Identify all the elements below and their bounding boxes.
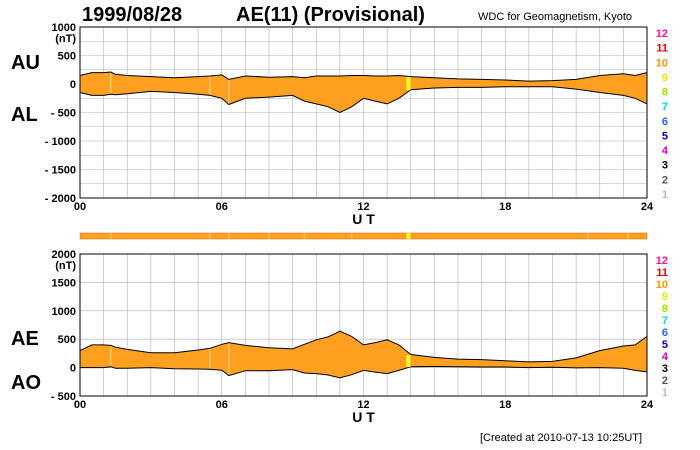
station-count-label: 4 xyxy=(662,351,669,363)
station-count-label: 11 xyxy=(656,267,668,279)
y-tick-label: 0 xyxy=(70,79,76,91)
x-tick-label: 18 xyxy=(499,399,511,411)
station-count-label: 8 xyxy=(662,87,668,99)
date-label: 1999/08/28 xyxy=(82,4,183,26)
station-count-label: 6 xyxy=(662,116,668,128)
y-tick-label: 1000 xyxy=(52,306,76,318)
x-tick-label: 06 xyxy=(216,399,228,411)
plot-frame xyxy=(79,253,648,397)
station-count-label: 8 xyxy=(662,303,668,315)
x-tick-label: 24 xyxy=(641,399,654,411)
y-tick-label: - 1500 xyxy=(45,165,76,177)
series-line-ao xyxy=(80,365,648,379)
station-count-label: 10 xyxy=(656,57,668,69)
y-tick-label: - 1000 xyxy=(45,136,76,148)
activity-color-bar xyxy=(79,232,648,240)
station-count-label: 7 xyxy=(662,315,668,327)
station-count-label: 1 xyxy=(662,387,668,399)
x-tick-label: 00 xyxy=(74,201,86,213)
station-count-label: 9 xyxy=(662,72,668,84)
station-count-label: 9 xyxy=(662,291,668,303)
station-count-label: 5 xyxy=(662,339,668,351)
au-label: AU xyxy=(11,52,40,74)
station-count-label: 11 xyxy=(656,43,668,55)
y-tick-label: - 500 xyxy=(51,108,76,120)
station-count-label: 7 xyxy=(662,101,668,113)
x-axis-label: U T xyxy=(352,211,375,227)
envelope-fill xyxy=(80,72,647,113)
station-count-label: 2 xyxy=(662,375,668,387)
station-count-label: 12 xyxy=(656,255,668,267)
y-tick-label: - 2000 xyxy=(45,193,76,205)
plot-frame xyxy=(79,26,648,199)
x-axis-label: U T xyxy=(352,409,375,425)
ae-label: AE xyxy=(11,328,39,350)
station-count-label: 2 xyxy=(662,174,668,186)
station-count-label: 4 xyxy=(662,145,669,157)
y-tick-label: 500 xyxy=(58,51,76,63)
station-count-label: 3 xyxy=(662,363,668,375)
y-tick-label: 2000 xyxy=(52,249,76,261)
y-tick-label: 1500 xyxy=(52,277,76,289)
x-tick-label: 00 xyxy=(74,399,86,411)
series-line-ae xyxy=(79,330,648,363)
y-tick-label: - 500 xyxy=(51,391,76,403)
x-tick-label: 06 xyxy=(216,201,228,213)
station-count-label: 3 xyxy=(662,160,668,172)
y-unit-label: (nT) xyxy=(55,33,76,45)
station-count-label: 5 xyxy=(662,130,668,142)
station-count-label: 6 xyxy=(662,327,668,339)
y-unit-label: (nT) xyxy=(55,260,76,272)
ao-label: AO xyxy=(11,372,41,394)
station-count-label: 1 xyxy=(662,189,668,201)
x-tick-label: 18 xyxy=(499,201,511,213)
y-tick-label: 1000 xyxy=(52,22,76,34)
x-tick-label: 24 xyxy=(641,201,654,213)
envelope-fill xyxy=(80,331,647,378)
chart-title: AE(11) (Provisional) xyxy=(236,4,425,26)
y-tick-label: 0 xyxy=(70,363,76,375)
created-timestamp: [Created at 2010-07-13 10:25UT] xyxy=(480,432,643,444)
x-tick-label: 12 xyxy=(357,201,369,213)
y-tick-label: 500 xyxy=(58,334,76,346)
station-count-label: 12 xyxy=(656,28,668,40)
al-label: AL xyxy=(11,104,38,126)
credit-label: WDC for Geomagnetism, Kyoto xyxy=(478,11,633,23)
x-tick-label: 12 xyxy=(357,399,369,411)
series-line-au xyxy=(79,71,648,82)
station-count-label: 10 xyxy=(656,279,668,291)
series-line-al xyxy=(79,86,648,114)
